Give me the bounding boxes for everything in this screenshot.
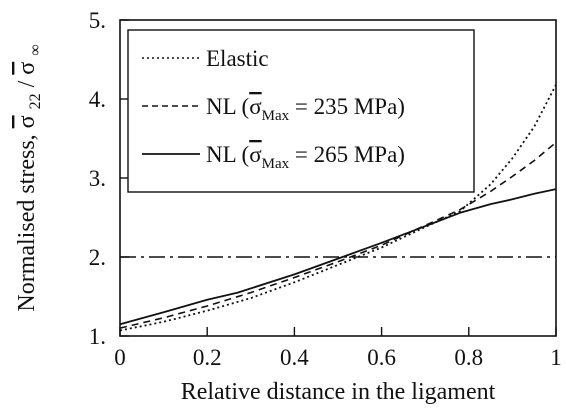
y-axis-label-text: Normalised stress, — [14, 128, 40, 311]
y-axis-label: Normalised stress, σ 22 / σ ∞ — [14, 44, 46, 311]
y-axis-label-inf: ∞ — [27, 44, 44, 55]
legend-label-elastic: Elastic — [206, 46, 269, 71]
x-tick-label: 0.2 — [193, 345, 222, 370]
x-tick-label: 1 — [550, 345, 562, 370]
legend-label-nl-265: NL (σMax = 265 MPa) — [206, 142, 405, 172]
legend-box — [127, 29, 475, 193]
x-tick-label: 0.6 — [367, 345, 396, 370]
y-tick-label: 1. — [89, 324, 106, 349]
y-tick-label: 2. — [89, 245, 106, 270]
x-tick-label: 0 — [114, 345, 126, 370]
marks-layer — [119, 84, 557, 332]
x-tick-label: 0.4 — [280, 345, 309, 370]
y-tick-label: 4. — [89, 87, 106, 112]
y-axis-label-sub: 22 — [27, 93, 44, 109]
series-line-solid — [119, 188, 557, 326]
series-line-dashed — [119, 141, 557, 329]
series-line-dotted — [119, 84, 557, 332]
legend: Elastic NL (σMax = 235 MPa) NL (σMax = 2… — [127, 29, 475, 193]
y-axis-label-slash: / — [14, 80, 40, 87]
y-axis-label-symbol: σ — [14, 115, 40, 128]
legend-label-nl-235: NL (σMax = 235 MPa) — [206, 94, 405, 124]
y-tick-label: 5. — [89, 8, 106, 33]
ticks-layer: 0 0.2 0.4 0.6 0.8 1 1. 2. 3. 4. 5. — [89, 8, 562, 370]
y-axis-label-symbol-2: σ — [14, 62, 40, 75]
y-tick-label: 3. — [89, 166, 106, 191]
x-axis-label: Relative distance in the ligament — [181, 379, 496, 405]
x-tick-label: 0.8 — [454, 345, 483, 370]
